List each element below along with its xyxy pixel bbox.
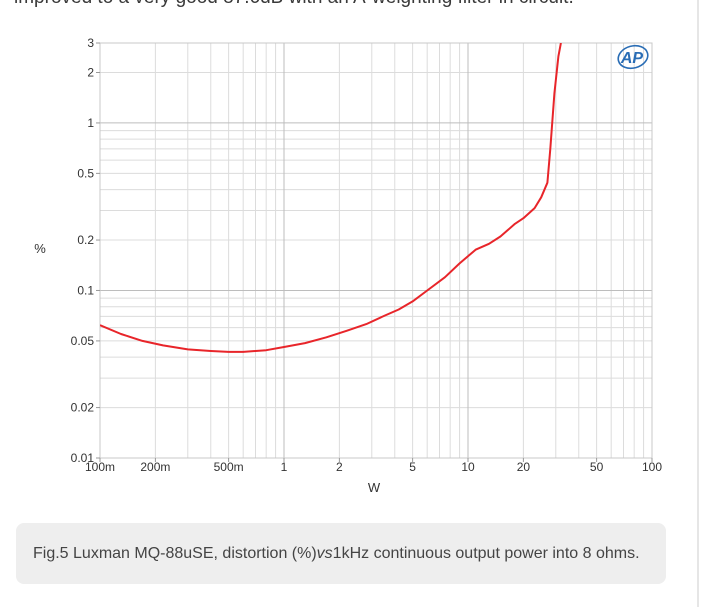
- grid-major: [99, 43, 652, 459]
- y-tick-label: 0.01: [71, 451, 95, 465]
- article-top-text: improved to a very good 87.6dB with an A…: [14, 0, 694, 9]
- x-tick-label: 20: [517, 460, 531, 474]
- ap-logo-text: AP: [620, 50, 644, 67]
- x-tick-label: 1: [281, 460, 288, 474]
- y-tick-label: 0.5: [77, 166, 94, 180]
- x-tick-label: 200m: [140, 460, 170, 474]
- y-tick-label: 0.1: [77, 283, 94, 297]
- x-tick-label: 5: [409, 460, 416, 474]
- x-tick-label: 2: [336, 460, 343, 474]
- x-axis-label: W: [368, 480, 381, 495]
- y-tick-label: 0.02: [71, 401, 95, 415]
- series-line-0: [100, 43, 562, 353]
- caption-suffix: 1kHz continuous output power into 8 ohms…: [332, 544, 640, 562]
- y-tick-label: 1: [87, 116, 94, 130]
- page-divider: [697, 0, 699, 607]
- x-tick-labels: 100m 200m 500m 1 2 5 10 20 50 100: [85, 458, 662, 474]
- caption-prefix: Fig.5 Luxman MQ-88uSE, distortion (%): [33, 544, 317, 562]
- ap-logo: AP: [617, 44, 649, 70]
- y-tick-label: 2: [87, 66, 94, 80]
- page-margin: [699, 0, 721, 607]
- plot-frame: [99, 42, 653, 459]
- figure-caption: Fig.5 Luxman MQ-88uSE, distortion (%) vs…: [16, 523, 666, 584]
- x-tick-label: 10: [461, 460, 475, 474]
- y-axis-label: %: [34, 241, 46, 256]
- x-tick-label: 100: [642, 460, 662, 474]
- x-tick-label: 100m: [85, 460, 115, 474]
- y-tick-label: 0.05: [71, 334, 95, 348]
- caption-vs: vs: [316, 544, 333, 562]
- y-tick-label: 3: [87, 36, 94, 50]
- x-tick-label: 500m: [214, 460, 244, 474]
- y-tick-label: 0.2: [77, 233, 94, 247]
- grid-minor: [100, 42, 652, 458]
- x-tick-label: 50: [590, 460, 604, 474]
- y-tick-labels: 0.01 0.02 0.05 0.1 0.2 0.5 1 2 3: [71, 36, 100, 465]
- series-layer: [100, 43, 562, 353]
- distortion-chart: 0.01 0.02 0.05 0.1 0.2 0.5 1 2 3 100m 200m 500m 1 2 5…: [34, 36, 662, 495]
